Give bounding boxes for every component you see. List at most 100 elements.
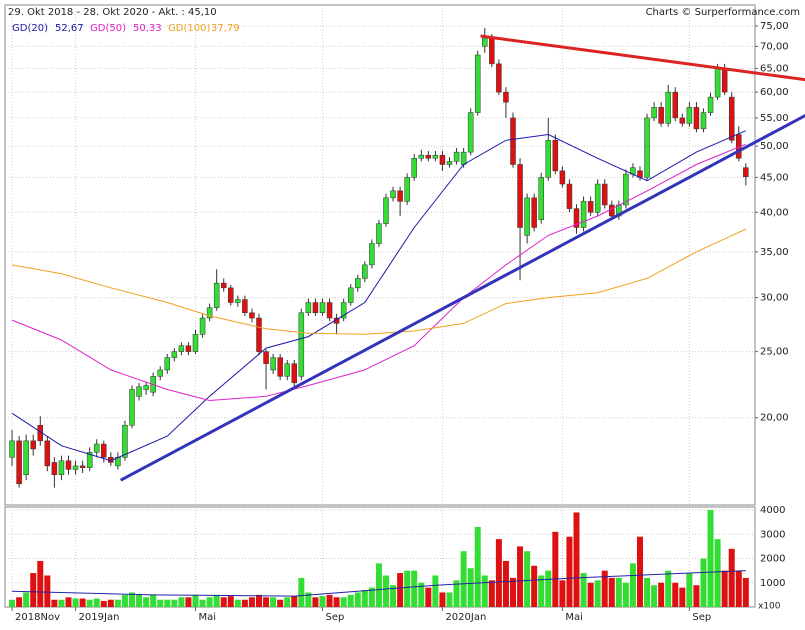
y-tick-label: 70,00 bbox=[760, 41, 789, 52]
candle-body bbox=[482, 37, 488, 47]
volume-bar bbox=[552, 531, 559, 607]
volume-bar bbox=[721, 570, 728, 607]
candle-body bbox=[249, 312, 255, 319]
candle-body bbox=[16, 440, 22, 485]
x-tick-label: 2018Nov bbox=[15, 612, 60, 623]
volume-bar bbox=[693, 585, 700, 607]
candle-body bbox=[298, 312, 305, 377]
candle-body bbox=[122, 425, 128, 458]
candle-body bbox=[404, 177, 410, 202]
candle-body bbox=[235, 299, 241, 303]
candle-body bbox=[101, 443, 107, 458]
volume-bar bbox=[51, 599, 58, 607]
candle-body bbox=[171, 351, 178, 358]
volume-bar bbox=[270, 597, 277, 607]
y-tick-label: 75,00 bbox=[760, 21, 789, 32]
volume-bar bbox=[305, 592, 312, 607]
volume-bar bbox=[157, 599, 164, 607]
candle-body bbox=[453, 151, 460, 162]
candle-body bbox=[72, 465, 79, 470]
volume-bar bbox=[368, 587, 375, 607]
candle-body bbox=[220, 282, 227, 289]
candle-body bbox=[376, 223, 382, 244]
volume-bar bbox=[277, 599, 284, 607]
volume-bar bbox=[481, 575, 488, 607]
volume-bar bbox=[594, 580, 601, 607]
volume-bar bbox=[65, 597, 72, 607]
candle-body bbox=[383, 197, 389, 224]
volume-bar bbox=[404, 570, 411, 607]
legend-value: 52,67 bbox=[55, 23, 84, 34]
candle-body bbox=[566, 183, 573, 209]
candle-body bbox=[439, 154, 446, 165]
volume-bar bbox=[728, 548, 735, 607]
candle-body bbox=[362, 264, 368, 279]
candle-body bbox=[418, 154, 425, 159]
volume-bar bbox=[72, 598, 79, 607]
volume-bar bbox=[333, 597, 340, 607]
candle-body bbox=[743, 167, 749, 177]
moving-average bbox=[12, 228, 747, 335]
volume-bar bbox=[227, 596, 234, 607]
candle-body bbox=[284, 363, 290, 377]
candle-body bbox=[263, 351, 269, 364]
candle-body bbox=[206, 307, 213, 319]
x-tick-label: Sep bbox=[325, 612, 344, 623]
volume-bar bbox=[460, 551, 467, 607]
volume-bar bbox=[679, 587, 686, 607]
volume-average bbox=[12, 570, 746, 597]
volume-bar bbox=[432, 575, 439, 607]
volume-bar bbox=[100, 600, 107, 607]
legend-label: GD(20) bbox=[12, 23, 48, 34]
y-tick-label: 65,00 bbox=[760, 63, 789, 74]
candle-body bbox=[65, 460, 72, 470]
volume-bar bbox=[263, 597, 270, 607]
candle-body bbox=[9, 440, 15, 458]
volume-bar bbox=[206, 597, 213, 607]
volume-bar bbox=[672, 582, 679, 607]
candle-body bbox=[270, 357, 276, 371]
candle-body bbox=[496, 63, 502, 93]
volume-bar bbox=[686, 573, 693, 607]
y-tick-label: 60,00 bbox=[760, 87, 789, 98]
candle-body bbox=[242, 299, 248, 314]
volume-bar bbox=[735, 570, 742, 607]
candle-body bbox=[665, 91, 671, 124]
volume-bar bbox=[622, 582, 629, 607]
volume-bar bbox=[502, 560, 509, 607]
volume-bar bbox=[453, 580, 460, 607]
volume-bar bbox=[241, 599, 248, 607]
volume-bar bbox=[44, 575, 51, 607]
volume-bar bbox=[354, 592, 361, 607]
volume-bar bbox=[9, 599, 16, 607]
candle-body bbox=[164, 357, 171, 371]
volume-bar bbox=[538, 575, 545, 607]
price-panel bbox=[4, 4, 756, 506]
volume-bar bbox=[629, 563, 636, 607]
candle-body bbox=[580, 201, 587, 228]
candle-body bbox=[291, 363, 298, 384]
legend-value: 50,33 bbox=[133, 23, 162, 34]
candle-body bbox=[178, 345, 185, 352]
candle-body bbox=[199, 317, 206, 335]
volume-bar bbox=[298, 577, 305, 607]
volume-bar bbox=[707, 510, 714, 607]
y-tick-label: 50,00 bbox=[760, 141, 789, 152]
trendline bbox=[120, 114, 805, 482]
y-tick-label: 20,00 bbox=[760, 413, 789, 424]
volume-bar bbox=[284, 597, 291, 607]
candle-body bbox=[714, 68, 721, 98]
y-tick-label: 35,00 bbox=[760, 247, 789, 258]
volume-bar bbox=[220, 597, 227, 607]
legend-value: 37,79 bbox=[211, 23, 240, 34]
volume-bar bbox=[58, 599, 65, 607]
candle-body bbox=[425, 154, 432, 159]
candle-body bbox=[79, 465, 86, 468]
volume-bar bbox=[495, 539, 502, 607]
x-tick-label: Mai bbox=[198, 612, 216, 623]
candle-body bbox=[86, 452, 93, 468]
volume-bar bbox=[397, 573, 404, 607]
volume-bar bbox=[114, 599, 121, 607]
volume-bar bbox=[636, 536, 643, 607]
y-tick-label: 3000 bbox=[760, 529, 785, 540]
